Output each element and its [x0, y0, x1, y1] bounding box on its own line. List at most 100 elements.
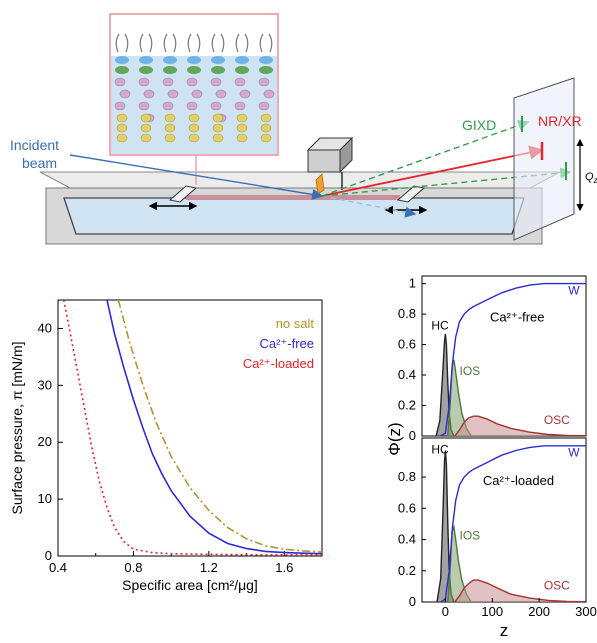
label-w: W [568, 446, 580, 460]
density-y-tick-label: 0.8 [398, 469, 416, 484]
reflected-beam [321, 145, 544, 197]
sugar-unit [187, 66, 201, 74]
label-ios: IOS [459, 364, 480, 378]
detector-tower [306, 136, 354, 195]
oligosaccharide-unit [138, 101, 150, 111]
density-y-axis-label: Φ(z) [385, 422, 404, 455]
density-y-tick-label: 0.4 [398, 532, 416, 547]
water-subphase [63, 197, 525, 235]
core-unit [212, 123, 224, 133]
label-hc: HC [431, 443, 449, 457]
sugar-unit [235, 66, 249, 74]
isotherm-plot-frame [57, 299, 323, 557]
incident-label-1: Incident [10, 137, 59, 153]
isotherm-x-axis-label: Specific area [cm²/μg] [122, 577, 258, 593]
incident-beam [69, 154, 324, 200]
density-x-tick-label: 0 [442, 604, 449, 619]
core-unit [260, 133, 272, 143]
oligosaccharide-unit [263, 89, 275, 99]
isotherm-x-tick-label: 0.4 [49, 560, 67, 575]
density-y-tick-label: 0.4 [398, 367, 416, 382]
density-line-w [440, 282, 586, 436]
isotherm-legend-entry: Ca²⁺-free [259, 336, 314, 351]
core-unit [260, 123, 272, 133]
isotherm-series-2 [106, 300, 322, 555]
lipid-headgroup [115, 56, 129, 64]
experiment-schematic: Incident beam GIXD NR/XR Qz [10, 13, 597, 245]
core-unit [116, 113, 128, 123]
density-y-tick-label: 1 [409, 276, 416, 291]
core-unit [140, 113, 152, 123]
density-area-ios [447, 359, 472, 436]
barrier-left [168, 185, 198, 203]
core-unit [164, 113, 176, 123]
oligosaccharide-unit [258, 77, 270, 87]
lipid-tail [187, 33, 201, 53]
label-osc: OSC [544, 579, 570, 593]
isotherm-y-tick-label: 10 [38, 491, 52, 506]
oligosaccharide-unit [114, 77, 126, 87]
core-unit [116, 123, 128, 133]
density-x-tick-label: 300 [575, 604, 597, 619]
sugar-unit [115, 66, 129, 74]
lipid-tail [235, 33, 249, 53]
gixd-beam-upper [321, 120, 530, 197]
oligosaccharide-unit [143, 89, 155, 99]
nrxr-label: NR/XR [538, 113, 582, 129]
oligosaccharide-unit [162, 101, 174, 111]
core-unit [260, 113, 272, 123]
oligosaccharide-unit [119, 89, 131, 99]
core-unit [164, 133, 176, 143]
oligosaccharide-unit [167, 89, 179, 99]
density-area-ios [447, 527, 472, 602]
isotherm-y-tick-label: 20 [38, 434, 52, 449]
density-panel-title: Ca²⁺-loaded [483, 473, 554, 488]
sugar-unit [163, 66, 177, 74]
core-unit [212, 113, 224, 123]
sugar-unit [139, 66, 153, 74]
density-area-osc [454, 580, 586, 602]
core-unit [140, 123, 152, 133]
isotherm-x-tick-label: 1.2 [200, 560, 218, 575]
oligosaccharide-unit [162, 77, 174, 87]
oligosaccharide-unit [138, 77, 150, 87]
isotherm-x-tick-label: 0.8 [124, 560, 142, 575]
core-unit [212, 133, 224, 143]
isotherm-y-tick-label: 40 [38, 320, 52, 335]
oligosaccharide-unit [234, 101, 246, 111]
density-y-tick-label: 0.6 [398, 500, 416, 515]
oligosaccharide-unit [234, 77, 246, 87]
sugar-unit [211, 66, 225, 74]
qz-label: Qz [585, 171, 597, 185]
isotherm-y-axis-label: Surface pressure, π [mN/m] [9, 341, 25, 514]
density-line-osc [454, 579, 586, 602]
lipid-tail [211, 33, 225, 53]
isotherm-series-1 [117, 300, 322, 553]
density-area-osc [454, 416, 586, 436]
core-unit [188, 133, 200, 143]
isotherm-chart: 0.4 0.8 1.2 1.6 0 10 20 30 40 Specific area [cm²/… [9, 299, 323, 593]
lipid-tail [115, 33, 129, 53]
density-y-tick-label: 0.8 [398, 306, 416, 321]
density-x-axis-label: z [500, 621, 509, 638]
oligosaccharide-unit [210, 101, 222, 111]
isotherm-legend-entry: Ca²⁺-loaded [243, 356, 314, 371]
oligosaccharide-unit [114, 101, 126, 111]
sugar-unit [259, 66, 273, 74]
gixd-beam-lower [321, 167, 572, 197]
density-y-tick-label: 0.2 [398, 563, 416, 578]
core-unit [164, 123, 176, 133]
lipid-tail [259, 33, 273, 53]
core-unit [236, 113, 248, 123]
lipid-headgroup [163, 56, 177, 64]
density-y-tick-label: 0.2 [398, 398, 416, 413]
density-y-tick-label: 0 [409, 594, 416, 609]
density-y-tick-label: 0.6 [398, 337, 416, 352]
oligosaccharide-unit [215, 89, 227, 99]
monolayer-film [186, 195, 400, 200]
isotherm-legend-entry: no salt [276, 316, 315, 331]
density-panel-title: Ca²⁺-free [490, 310, 545, 325]
density-line-osc [454, 415, 586, 436]
density-x-tick-label: 100 [481, 604, 503, 619]
isotherm-y-tick-label: 30 [38, 377, 52, 392]
